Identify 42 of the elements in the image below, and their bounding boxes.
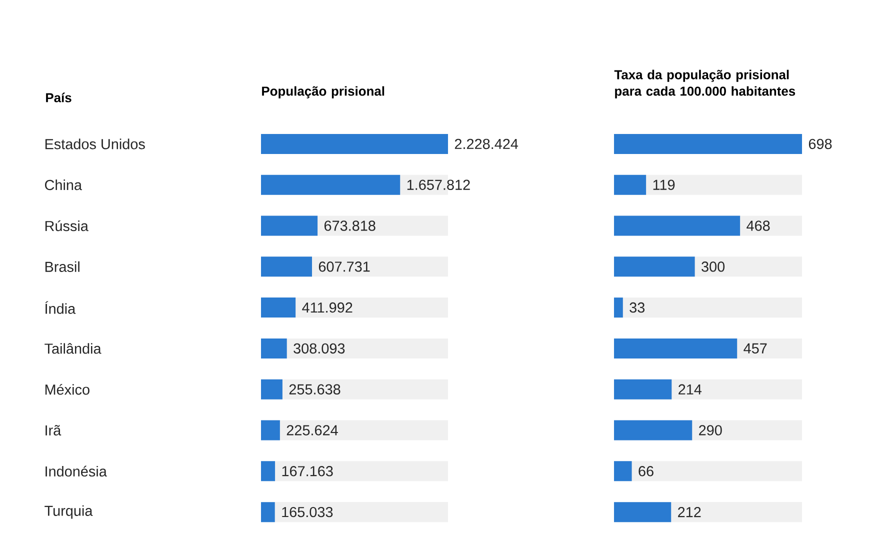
y-tick-label: Índia [45,301,76,314]
y-tick-label: Irã [46,425,62,436]
data-label: 255.638 [289,384,340,395]
y-tick-label: Indonésia [46,466,107,477]
data-label: 212 [678,507,701,518]
y-tick-label: México [45,384,90,395]
y-tick-label: Rússia [45,220,88,232]
data-label: 2.228.424 [454,139,518,150]
data-label: 457 [744,344,767,354]
y-tick-label: Turquia [44,506,93,520]
bar [261,380,282,400]
bar [614,175,646,196]
bar [261,461,276,482]
data-label: 119 [653,180,675,190]
y-tick-label: Tailândia [44,343,102,354]
data-label: 308.093 [294,344,345,354]
bar [261,298,296,318]
data-label: 66 [638,466,654,477]
data-label: 300 [702,262,725,272]
y-tick-label: China [45,180,82,190]
data-label: 1.657.812 [407,180,470,190]
data-label: 214 [678,384,702,395]
chart-title: Taxa da população prisional para cada 100.000 habitantes [614,70,796,99]
data-label: 290 [699,425,722,436]
y-axis-title: País [46,92,72,103]
chart-title: População prisional [262,86,384,99]
y-tick-label: Brasil [45,262,80,272]
data-label: 225.624 [286,425,338,436]
data-label: 607.731 [318,262,370,272]
bar [261,502,275,522]
data-label: 673.818 [324,220,376,232]
y-tick-label: Estados Unidos [45,138,145,150]
bar [614,298,623,318]
data-label: 468 [746,220,770,232]
data-label: 411.992 [302,302,352,313]
bar [614,461,632,482]
data-label: 165.033 [282,507,333,518]
bar [261,338,287,359]
bar [261,420,280,441]
data-label: 33 [630,302,645,313]
data-label: 167.163 [282,466,333,477]
data-label: 698 [808,139,832,150]
